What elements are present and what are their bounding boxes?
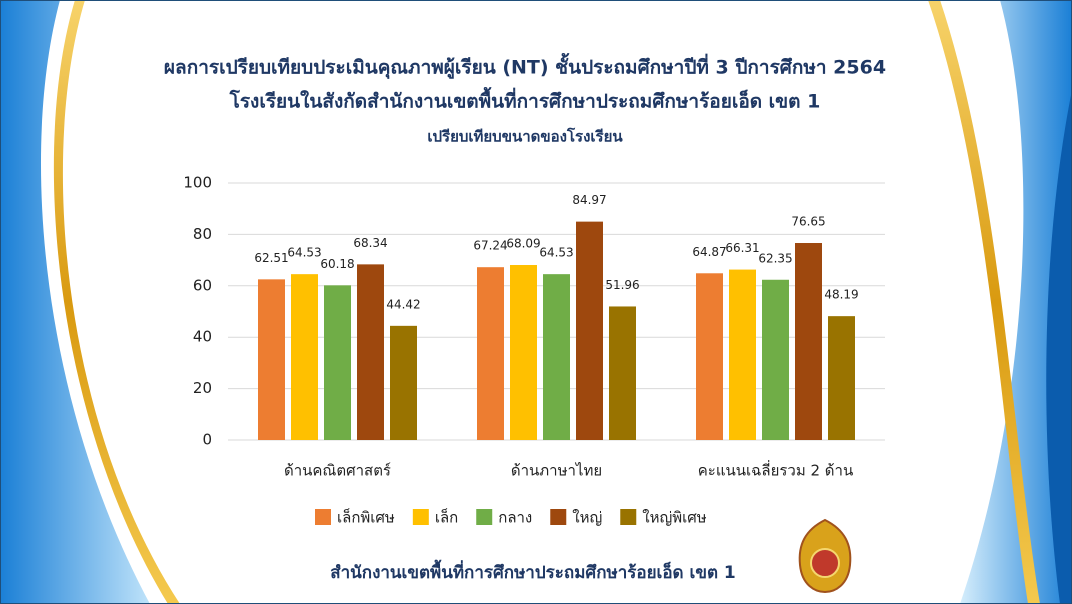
value-label: 62.51 (254, 251, 288, 265)
value-label: 60.18 (320, 257, 354, 271)
value-label: 64.53 (287, 246, 321, 260)
y-tick-label: 40 (193, 328, 212, 346)
value-label: 64.87 (692, 245, 726, 259)
x-tick-label: ด้านภาษาไทย (511, 462, 602, 480)
x-tick-label: ด้านคณิตศาสตร์ (284, 462, 391, 480)
bar (795, 243, 822, 440)
slide: ผลการเปรียบเทียบประเมินคุณภาพผู้เรียน (N… (0, 0, 1072, 604)
value-label: 51.96 (605, 278, 639, 292)
y-tick-label: 80 (193, 225, 212, 243)
bar (828, 316, 855, 440)
y-tick-label: 20 (193, 379, 212, 397)
bar (477, 267, 504, 440)
legend-swatch (620, 509, 636, 525)
chart-subtitle: เปรียบเทียบขนาดของโรงเรียน (427, 127, 623, 146)
bar (576, 222, 603, 440)
x-tick-label: คะแนนเฉลี่ยรวม 2 ด้าน (698, 460, 853, 480)
bar (357, 264, 384, 440)
y-tick-label: 0 (202, 431, 212, 449)
value-label: 48.19 (824, 288, 858, 302)
bar (258, 279, 285, 440)
legend-label: เล็ก (435, 508, 458, 527)
legend-label: ใหญ่พิเศษ (642, 509, 707, 527)
footer: สำนักงานเขตพื้นที่การศึกษาประถมศึกษาร้อย… (330, 559, 736, 583)
bar (696, 273, 723, 440)
bar (324, 285, 351, 440)
legend-label: กลาง (498, 509, 532, 527)
value-label: 62.35 (758, 251, 792, 265)
value-label: 64.53 (539, 246, 573, 260)
value-label: 67.24 (473, 239, 507, 253)
bar (729, 270, 756, 440)
value-label: 68.09 (506, 237, 540, 251)
value-label: 76.65 (791, 215, 825, 229)
legend-label: ใหญ่ (572, 509, 602, 527)
legend-swatch (315, 509, 331, 525)
bar (390, 326, 417, 440)
legend-swatch (413, 509, 429, 525)
legend-swatch (550, 509, 566, 525)
y-tick-label: 100 (183, 174, 212, 192)
chart-subtitle: โรงเรียนในสังกัดสำนักงานเขตพื้นที่การศึก… (229, 87, 821, 113)
chart-title: ผลการเปรียบเทียบประเมินคุณภาพผู้เรียน (N… (164, 53, 886, 80)
value-label: 44.42 (386, 297, 420, 311)
value-label: 66.31 (725, 241, 759, 255)
y-tick-label: 60 (193, 276, 212, 294)
bar (543, 274, 570, 440)
bar (291, 274, 318, 440)
bar (762, 280, 789, 440)
legend-label: เล็กพิเศษ (337, 508, 395, 527)
bar (510, 265, 537, 440)
value-label: 84.97 (572, 193, 606, 207)
value-label: 68.34 (353, 236, 387, 250)
bar (609, 306, 636, 440)
legend-swatch (476, 509, 492, 525)
